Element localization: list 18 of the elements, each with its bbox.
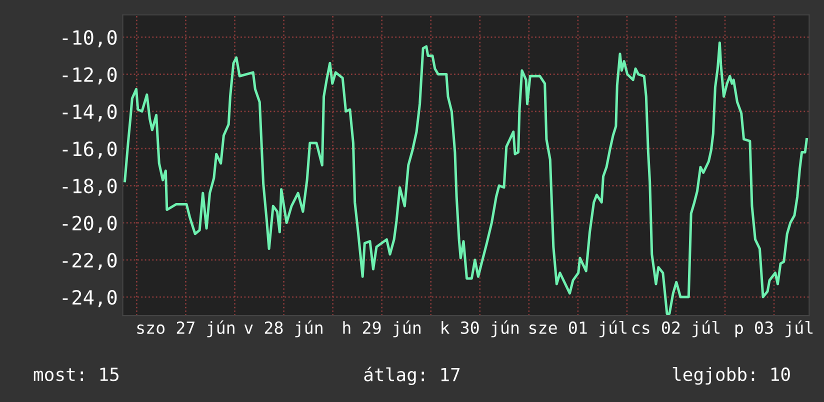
- y-tick-label: -12,0: [62, 67, 117, 84]
- x-tick-label: sze 01 júl: [529, 320, 626, 338]
- text: legjobb: 10: [672, 367, 790, 385]
- x-tick-label: cs 02 júl: [632, 320, 720, 338]
- x-tick-label: h 29 jún: [343, 320, 420, 338]
- text: most: 15: [34, 368, 118, 382]
- y-tick-label: -18,0: [62, 178, 117, 196]
- y-tick-label: -24,0: [62, 290, 117, 308]
- text: átlag: 17: [364, 366, 460, 386]
- x-tick-label: szo 27 jún: [137, 320, 234, 338]
- y-tick-label: -22,0: [62, 252, 117, 270]
- y-tick-label: -14,0: [62, 104, 117, 122]
- x-tick-label: k 30 jún: [442, 320, 519, 338]
- y-tick-label: -10,0: [62, 30, 117, 48]
- y-tick-label: -16,0: [62, 142, 117, 159]
- x-tick-label: p 03 júl: [735, 320, 813, 338]
- y-tick-label: -20,0: [62, 216, 117, 233]
- x-tick-label: v 28 jún: [244, 320, 322, 338]
